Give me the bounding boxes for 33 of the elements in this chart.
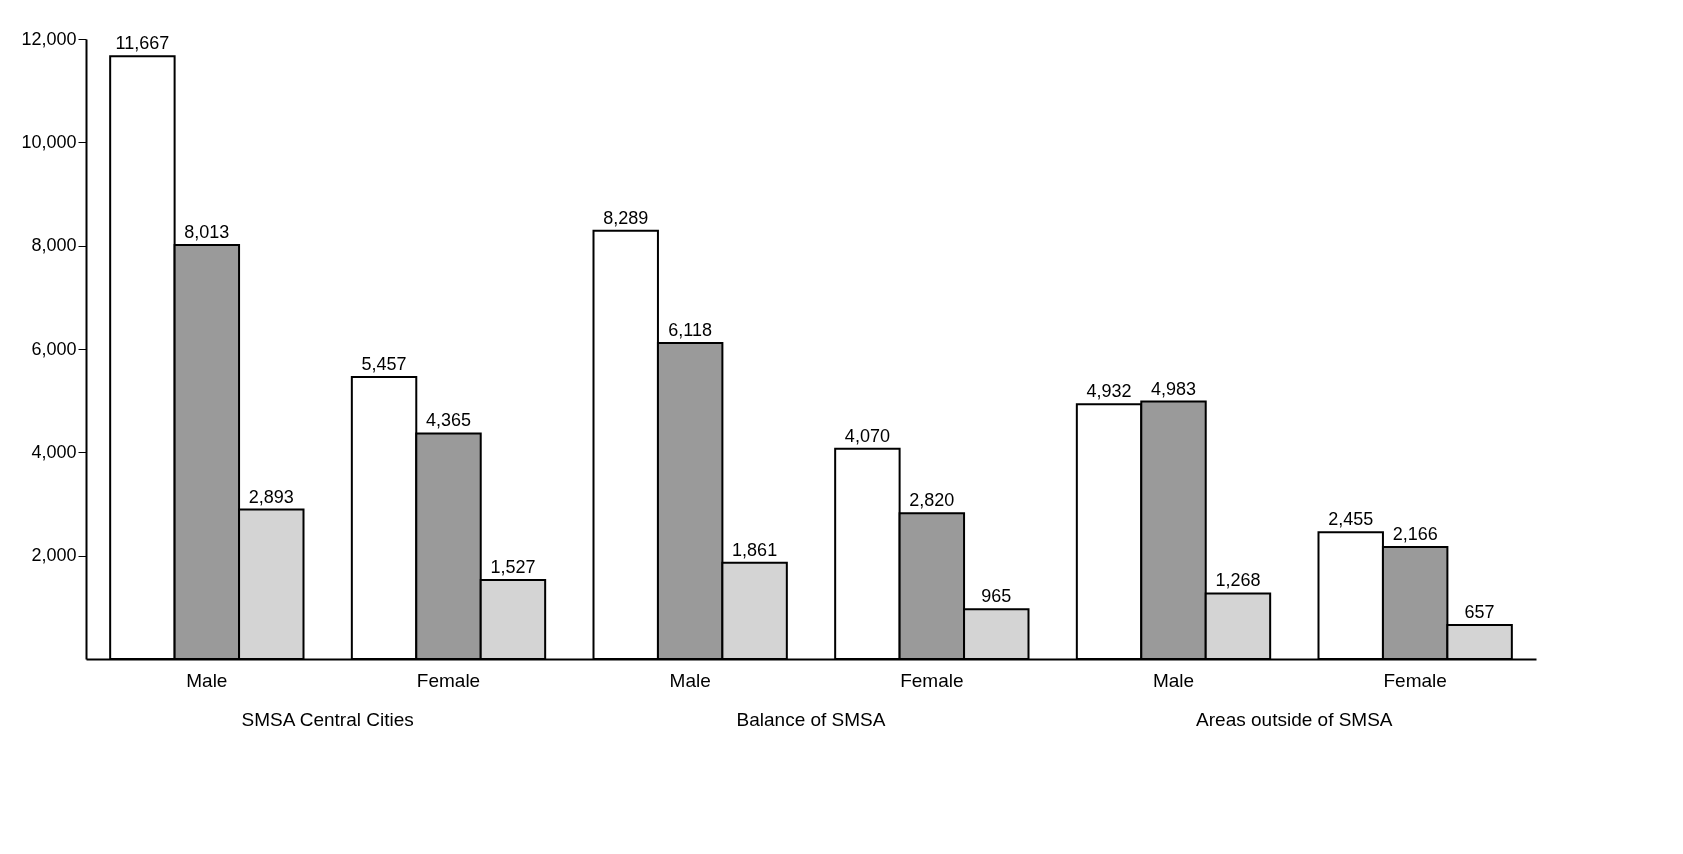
data-label: 6,118: [668, 319, 713, 340]
text: Balance of SMSA: [736, 709, 886, 730]
data-label: 1,861: [732, 539, 778, 560]
data-label: 4,983: [1150, 378, 1197, 399]
y-tick-label: 2,000: [31, 545, 77, 566]
data-label: 1,268: [1215, 570, 1261, 591]
y-tick-label: 10,000: [21, 131, 77, 152]
data-label: 5,457: [361, 354, 407, 375]
data-label: 657: [1464, 602, 1495, 623]
x-tick-label: Male: [1152, 669, 1195, 691]
x-tick-label: Male: [669, 669, 711, 691]
data-label: 2,166: [1392, 524, 1438, 545]
data-label: 2,893: [248, 486, 294, 507]
text: Areas outside of SMSA: [1196, 709, 1393, 730]
data-label: 4,932: [1086, 381, 1132, 402]
data-label: 8,289: [603, 207, 649, 228]
y-tick-label: 8,000: [31, 235, 77, 256]
y-tick-label: 12,000: [21, 28, 77, 49]
y-tick-label: 6,000: [31, 338, 77, 359]
data-label: 2,820: [909, 490, 955, 511]
x-tick-label: Male: [186, 669, 228, 691]
data-label: 4,365: [425, 410, 472, 431]
data-label: 4,070: [844, 425, 890, 446]
data-label: 965: [981, 586, 1012, 607]
data-label: 11,667: [115, 33, 170, 54]
data-label: 8,013: [184, 221, 230, 242]
x-tick-label: Female: [900, 669, 964, 691]
data-label: 1,527: [490, 557, 536, 578]
text: SMSA Central Cities: [241, 709, 414, 730]
y-tick-label: 4,000: [31, 441, 77, 462]
x-tick-label: Female: [416, 669, 481, 691]
x-tick-label: Female: [1383, 669, 1447, 691]
data-label: 2,455: [1328, 509, 1374, 530]
